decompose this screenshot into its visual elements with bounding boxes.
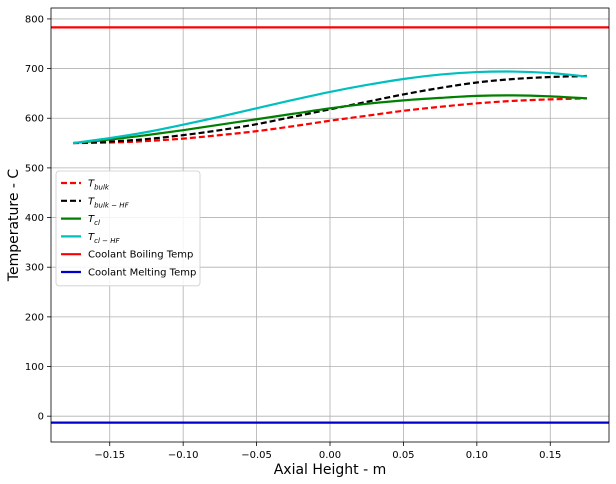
- y-tick-label: 800: [25, 14, 44, 25]
- x-axis-label: Axial Height - m: [274, 462, 387, 478]
- legend-label-sub: cl: [94, 219, 100, 227]
- series-line-t-cl-hf: [72, 70, 588, 145]
- x-tick-label: 0.00: [319, 450, 341, 461]
- x-tick-label: −0.15: [94, 450, 125, 461]
- y-tick-label: 0: [38, 412, 44, 423]
- legend-label-t-bulk-hf: Tbulk − HF: [88, 196, 130, 209]
- series-line-t-bulk: [73, 97, 587, 145]
- legend-label-main: Coolant Boiling Temp: [88, 250, 193, 261]
- legend-label-coolant-boiling-temp: Coolant Boiling Temp: [88, 250, 193, 261]
- legend-label-main: Coolant Melting Temp: [88, 268, 196, 279]
- x-tick-label: 0.15: [539, 450, 561, 461]
- series-group: [50, 26, 609, 424]
- y-tick-label: 300: [25, 263, 44, 274]
- y-tick-label: 500: [25, 163, 44, 174]
- x-tick-label: −0.05: [241, 450, 272, 461]
- y-tick-label: 400: [25, 213, 44, 224]
- x-axis-ticks: −0.15 −0.10 −0.05 0.00 0.05 0.10 0.15: [94, 442, 561, 461]
- legend-label-sub: bulk − HF: [94, 201, 129, 209]
- legend-label-t-cl-hf: Tcl − HF: [88, 232, 120, 245]
- legend-label-main: T: [88, 179, 95, 190]
- legend-box: [55, 170, 201, 287]
- grid: [51, 8, 609, 442]
- legend-label-t-bulk: Tbulk: [88, 179, 110, 192]
- legend-label-t-cl: Tcl: [88, 214, 100, 227]
- series-line-t-bulk-hf: [72, 74, 588, 145]
- y-tick-label: 100: [25, 362, 44, 373]
- legend-label-main: T: [88, 214, 95, 225]
- legend-label-main: T: [88, 196, 95, 207]
- y-tick-label: 200: [25, 312, 44, 323]
- x-tick-label: 0.05: [392, 450, 414, 461]
- legend-label-main: T: [88, 232, 95, 243]
- y-axis-ticks: 0 100 200 300 400 500 600 700 800: [25, 14, 51, 423]
- legend-label-sub: cl − HF: [94, 237, 120, 245]
- x-tick-label: −0.10: [168, 450, 199, 461]
- y-tick-label: 700: [25, 64, 44, 75]
- series-line-t-cl: [72, 94, 588, 145]
- legend-label-coolant-melting-temp: Coolant Melting Temp: [88, 268, 196, 279]
- y-axis-label: Temperature - C: [6, 169, 22, 283]
- x-tick-label: 0.10: [466, 450, 488, 461]
- legend-label-sub: bulk: [94, 184, 110, 192]
- y-tick-label: 600: [25, 114, 44, 125]
